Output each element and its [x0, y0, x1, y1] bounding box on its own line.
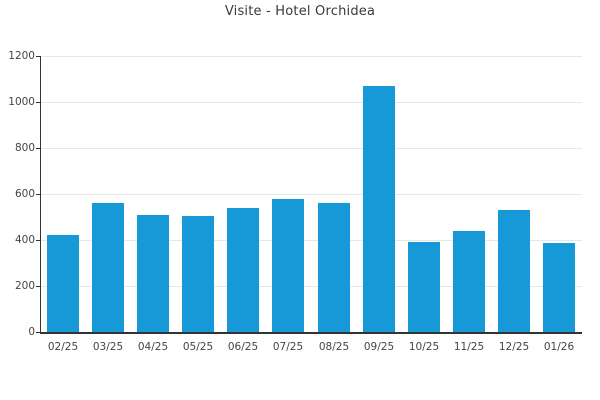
y-tick-label: 800	[14, 142, 35, 154]
bar-12/25	[498, 210, 530, 332]
y-tick-mark	[36, 148, 40, 149]
y-tick-label: 1000	[8, 96, 35, 108]
x-tick-label: 08/25	[318, 341, 350, 353]
bar-11/25	[453, 231, 485, 332]
gridline-y1200	[40, 56, 582, 57]
x-tick-label: 12/25	[498, 341, 530, 353]
bar-07/25	[272, 199, 304, 332]
y-tick-label: 200	[14, 280, 35, 292]
bar-02/25	[47, 235, 79, 332]
x-tick-label: 02/25	[47, 341, 79, 353]
x-tick-label: 01/26	[543, 341, 575, 353]
bar-01/26	[543, 243, 575, 332]
y-tick-mark	[36, 56, 40, 57]
x-tick-label: 07/25	[272, 341, 304, 353]
chart-title: Visite - Hotel Orchidea	[224, 4, 376, 19]
bar-05/25	[182, 216, 214, 332]
x-tick-label: 03/25	[92, 341, 124, 353]
y-axis-spine	[40, 56, 41, 332]
gridline-y600	[40, 194, 582, 195]
y-tick-label: 1200	[8, 50, 35, 62]
y-tick-mark	[36, 194, 40, 195]
bar-03/25	[92, 203, 124, 332]
y-tick-mark	[36, 240, 40, 241]
bar-04/25	[137, 215, 169, 332]
y-tick-mark	[36, 102, 40, 103]
x-axis-spine	[40, 332, 582, 334]
gridline-y1000	[40, 102, 582, 103]
y-tick-mark	[36, 332, 40, 333]
bar-06/25	[227, 208, 259, 332]
x-tick-label: 04/25	[137, 341, 169, 353]
y-tick-mark	[36, 286, 40, 287]
y-tick-label: 600	[14, 188, 35, 200]
bar-08/25	[318, 203, 350, 332]
x-tick-label: 09/25	[363, 341, 395, 353]
x-tick-label: 05/25	[182, 341, 214, 353]
bar-10/25	[408, 242, 440, 332]
y-tick-label: 0	[28, 326, 35, 338]
x-tick-label: 06/25	[227, 341, 259, 353]
x-tick-label: 10/25	[408, 341, 440, 353]
gridline-y200	[40, 286, 582, 287]
gridline-y400	[40, 240, 582, 241]
y-tick-label: 400	[14, 234, 35, 246]
bar-09/25	[363, 86, 395, 332]
gridline-y800	[40, 148, 582, 149]
x-tick-label: 11/25	[453, 341, 485, 353]
